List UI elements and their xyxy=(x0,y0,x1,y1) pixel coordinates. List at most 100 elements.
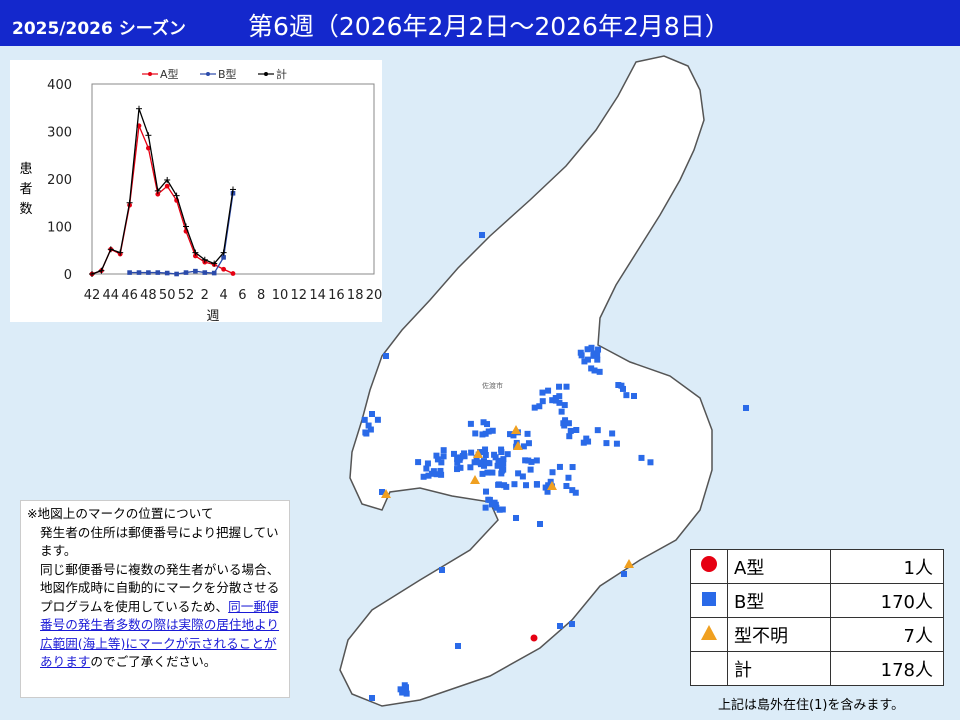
case-mark-b xyxy=(472,430,479,437)
case-mark-b xyxy=(631,393,637,399)
x-tick-label: 4 xyxy=(219,288,227,303)
case-mark-b xyxy=(397,686,404,693)
legend-label-b: B型 xyxy=(727,583,831,618)
case-mark-b xyxy=(498,449,505,456)
data-point-a xyxy=(155,191,161,197)
case-mark-b xyxy=(594,356,601,363)
case-mark-unknown xyxy=(624,559,634,568)
case-mark-b xyxy=(621,571,627,577)
case-mark-b xyxy=(511,481,518,488)
case-mark-b xyxy=(507,431,514,438)
data-point-a xyxy=(193,253,198,259)
case-mark-b xyxy=(577,349,584,356)
case-mark-b xyxy=(402,684,409,691)
x-tick-label: 48 xyxy=(140,288,157,303)
case-mark-b xyxy=(533,481,540,488)
case-mark-b xyxy=(596,368,603,375)
legend-entry: 計 xyxy=(276,67,287,81)
case-mark-b xyxy=(477,449,484,456)
case-mark-b xyxy=(399,689,406,696)
case-mark-b xyxy=(500,456,507,463)
x-tick-label: 12 xyxy=(291,288,308,303)
legend-row-total: 計 178人 xyxy=(690,651,944,686)
triangle-icon xyxy=(701,625,717,640)
case-mark-b xyxy=(485,428,492,435)
case-mark-b xyxy=(547,478,554,485)
case-mark-b xyxy=(565,474,572,481)
case-mark-b xyxy=(482,452,489,459)
case-mark-b xyxy=(489,469,496,476)
case-mark-b xyxy=(556,393,563,400)
case-mark-b xyxy=(573,426,580,433)
legend-entry: B型 xyxy=(218,67,237,81)
legend-marker xyxy=(264,72,268,76)
case-mark-b xyxy=(556,383,563,390)
case-mark-b xyxy=(519,473,526,480)
data-point-a xyxy=(146,145,151,151)
case-mark-b xyxy=(424,460,431,467)
case-mark-b xyxy=(527,466,534,473)
x-axis-label: 週 xyxy=(206,309,219,322)
legend-count-a: 1人 xyxy=(830,549,944,584)
case-mark-b xyxy=(524,430,531,437)
case-mark-b xyxy=(420,473,427,480)
note-para2-end: のでご了承ください。 xyxy=(90,654,217,669)
note-para2: 同じ郵便番号に複数の発生者がいる場合、地図作成時に自動的にマークを分散させるプロ… xyxy=(27,561,283,672)
case-mark-b xyxy=(513,439,520,446)
data-point-b xyxy=(174,271,179,277)
case-mark-b xyxy=(552,395,559,402)
case-mark-b xyxy=(455,643,461,649)
data-point-a xyxy=(164,183,170,189)
legend-row-b: B型 170人 xyxy=(690,583,944,618)
x-tick-label: 18 xyxy=(347,288,364,303)
case-mark-b xyxy=(590,352,597,359)
case-mark-b xyxy=(520,443,527,450)
case-mark-b xyxy=(484,469,491,476)
legend-marker xyxy=(206,72,210,76)
series-line xyxy=(91,108,234,275)
case-mark-b xyxy=(440,447,447,454)
case-mark-b xyxy=(423,465,430,472)
case-mark-b xyxy=(457,464,464,471)
case-mark-b xyxy=(539,389,546,396)
case-mark-b xyxy=(557,623,563,629)
y-tick-label: 100 xyxy=(47,221,72,236)
city-label: 佐渡市 xyxy=(482,381,503,390)
case-mark-b xyxy=(544,488,551,495)
case-mark-b xyxy=(481,462,488,469)
case-mark-b xyxy=(468,449,475,456)
y-tick-label: 400 xyxy=(47,78,72,93)
case-mark-b xyxy=(379,489,385,495)
case-mark-b xyxy=(623,392,630,399)
case-mark-b xyxy=(536,403,543,410)
case-mark-unknown xyxy=(513,441,523,450)
x-tick-label: 10 xyxy=(272,288,289,303)
case-mark-b xyxy=(525,457,532,464)
case-mark-b xyxy=(486,460,493,467)
case-mark-b xyxy=(569,621,575,627)
case-mark-b xyxy=(581,358,588,365)
case-mark-b xyxy=(558,408,565,415)
case-mark-b xyxy=(484,421,491,428)
y-tick-label: 300 xyxy=(47,126,72,141)
case-mark-b xyxy=(545,387,552,394)
data-point-b xyxy=(183,270,189,275)
x-tick-label: 20 xyxy=(366,288,382,303)
data-point-b xyxy=(146,270,151,275)
series-line xyxy=(129,193,234,275)
legend-label-total: 計 xyxy=(727,651,831,686)
note-link[interactable]: 同一郵便番号の発生者多数の際は実際の居住地より広範囲(海上等)にマークが示される… xyxy=(40,598,280,670)
case-mark-b xyxy=(523,482,530,489)
case-mark-b xyxy=(402,687,409,694)
case-mark-b xyxy=(647,459,654,466)
week-title: 第6週（2026年2月2日～2026年2月8日） xyxy=(248,12,730,41)
y-axis-label-char: 者 xyxy=(19,182,33,197)
case-mark-b xyxy=(533,457,540,464)
case-mark-b xyxy=(556,463,563,470)
case-mark-b xyxy=(483,488,490,495)
case-mark-b xyxy=(477,459,484,466)
case-mark-b xyxy=(492,454,499,461)
case-mark-b xyxy=(561,402,568,409)
case-mark-b xyxy=(440,453,447,460)
